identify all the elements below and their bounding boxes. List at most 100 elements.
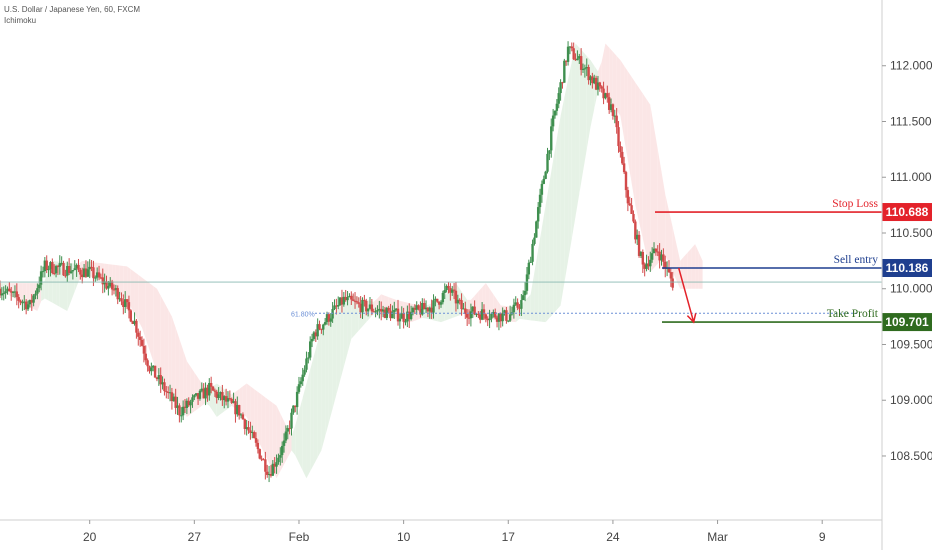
candle-body — [593, 77, 596, 84]
take-profit-badge — [882, 313, 932, 332]
candle-body — [260, 458, 263, 460]
candle-body — [322, 324, 325, 330]
candle-body — [187, 400, 190, 406]
candle-body — [365, 300, 368, 312]
cloud-segment — [74, 263, 79, 292]
price-tick-label: 112.000 — [890, 59, 932, 73]
candle-body — [645, 263, 648, 269]
time-axis[interactable]: 20 27 Feb 10 17 24 Mar 9 — [83, 520, 826, 544]
cloud-segment — [302, 383, 307, 479]
candle-body — [15, 291, 19, 298]
cloud-segment — [276, 405, 281, 479]
candle-body — [351, 299, 355, 301]
indicator-name[interactable]: Ichimoku — [4, 16, 37, 25]
candle-body — [123, 299, 127, 307]
cloud-segment — [41, 280, 45, 302]
candle-body — [529, 261, 532, 263]
candle-body — [221, 392, 224, 401]
candle-body — [71, 270, 75, 272]
candle-body — [295, 391, 299, 408]
candle-body — [391, 312, 394, 319]
candle-body — [422, 303, 426, 310]
candle-body — [495, 317, 499, 322]
cloud-segment — [612, 51, 617, 111]
candle-body — [24, 301, 28, 310]
cloud-segment — [556, 115, 561, 310]
price-axis[interactable]: 112.000 111.500 111.000 110.500 110.000 109.5… — [882, 59, 932, 463]
candle-body — [32, 295, 35, 303]
candle-body — [316, 324, 319, 337]
candle-body — [359, 303, 362, 313]
stop-loss-badge — [882, 203, 932, 222]
cloud-segment — [254, 389, 258, 440]
candle-body — [133, 320, 136, 324]
candle-body — [647, 263, 650, 267]
candle-body — [419, 308, 422, 315]
candle-body — [488, 318, 491, 321]
candle-body — [181, 406, 185, 416]
time-tick-label: 17 — [502, 530, 516, 544]
cloud-segment — [272, 403, 277, 479]
candle-body — [437, 301, 441, 305]
candle-body — [185, 400, 189, 408]
cloud-segment — [332, 311, 337, 409]
candle-body — [368, 304, 372, 309]
cloud-segment — [695, 244, 699, 289]
cloud-segment — [698, 252, 703, 289]
candle-body — [75, 265, 78, 269]
candle-body — [471, 306, 474, 312]
candle-body — [41, 271, 45, 273]
candle-body — [269, 474, 273, 476]
candle-body — [249, 430, 252, 433]
candle-body — [393, 309, 396, 313]
cloud-segment — [601, 43, 606, 94]
candle-body — [247, 427, 250, 431]
candle-body — [13, 291, 17, 293]
candle-body — [97, 272, 101, 278]
candle-body — [325, 314, 329, 323]
candle-body — [0, 293, 4, 296]
candle-body — [101, 277, 104, 285]
candle-body — [439, 302, 443, 305]
candle-body — [323, 322, 327, 325]
cloud-segment — [340, 302, 344, 381]
candle-body — [544, 171, 547, 179]
candle-body — [155, 377, 159, 380]
cloud-segment — [526, 294, 531, 321]
candle-body — [572, 48, 575, 60]
time-tick-label: Mar — [707, 530, 728, 544]
candle-body — [508, 314, 512, 321]
trade-levels[interactable]: Stop Loss 110.688 Sell entry 110.186 Take Pr… — [655, 198, 932, 332]
candle-body — [632, 213, 635, 222]
candle-body — [555, 103, 559, 111]
cloud-segment — [347, 294, 352, 353]
candle-body — [415, 305, 418, 310]
cloud-segment — [295, 411, 299, 463]
candle-body — [252, 432, 256, 438]
candle-body — [6, 288, 9, 292]
cloud-segment — [635, 82, 640, 222]
stop-loss-price: 110.688 — [886, 205, 929, 219]
candle-body — [116, 288, 119, 300]
cloud-segment — [575, 43, 580, 217]
candle-body — [52, 273, 56, 275]
cloud-segment — [485, 283, 490, 319]
candle-body — [152, 365, 155, 368]
candle-body — [239, 414, 243, 416]
price-tick-label: 111.500 — [890, 114, 932, 128]
time-tick-label: Feb — [289, 530, 310, 544]
cloud-segment — [553, 138, 557, 314]
cloud-segment — [265, 397, 270, 463]
symbol-title[interactable]: U.S. Dollar / Japanese Yen, 60, FXCM — [4, 5, 141, 14]
candle-body — [142, 345, 146, 354]
candle-body — [424, 307, 428, 310]
candle-body — [387, 307, 390, 311]
cloud-segment — [183, 350, 187, 417]
cloud-segment — [127, 266, 131, 307]
candle-body — [66, 265, 69, 276]
candle-body — [193, 395, 196, 398]
candle-body — [172, 396, 175, 402]
cloud-segment — [672, 227, 677, 281]
candle-body — [217, 394, 220, 398]
